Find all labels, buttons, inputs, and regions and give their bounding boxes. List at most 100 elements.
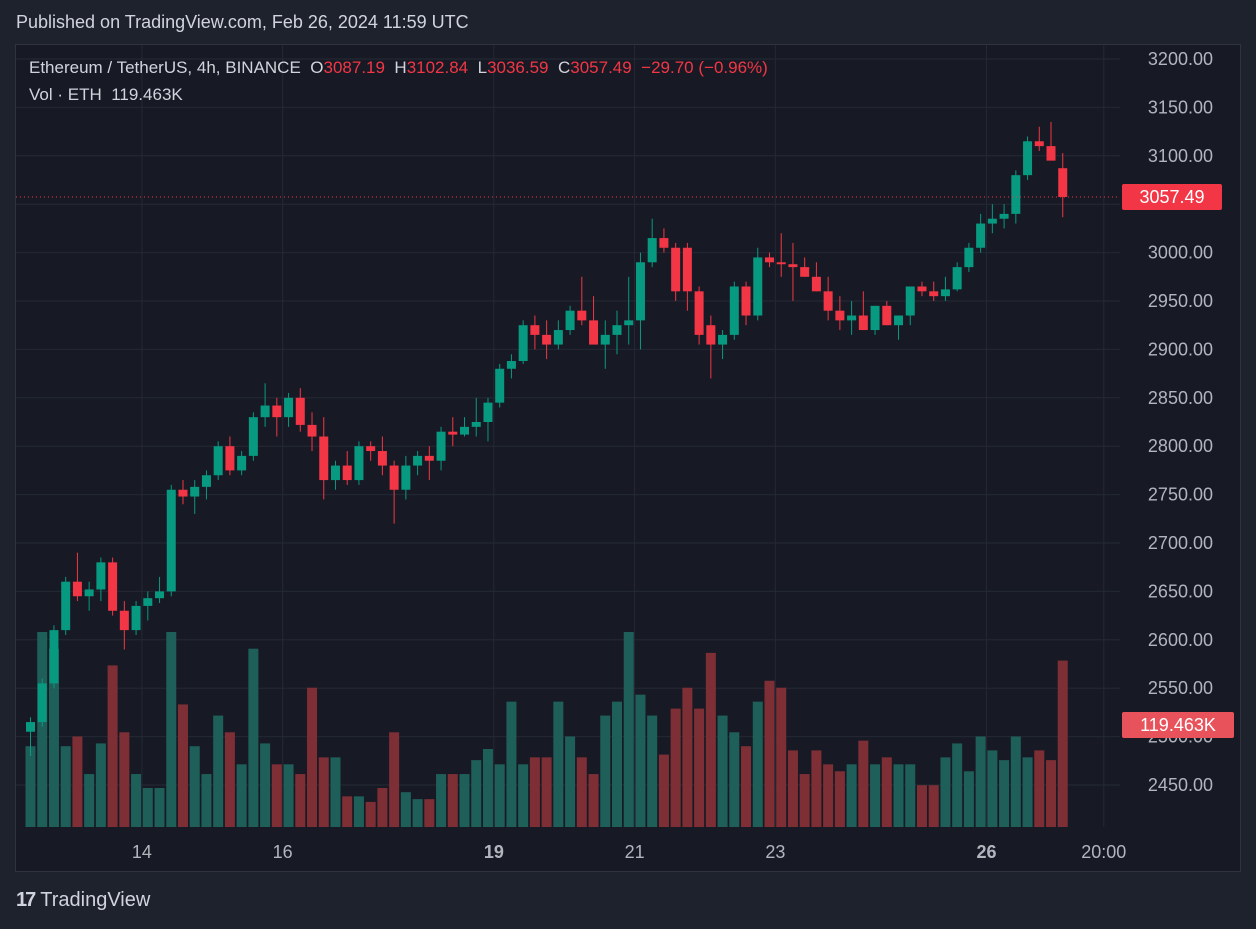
y-tick-label: 2750.00 [1148,485,1213,505]
candle-body [1046,146,1056,161]
time-axis[interactable]: 14 16 19 21 23 26 20:00 [132,842,1126,862]
volume-bars [25,632,1068,827]
volume-bar [623,632,634,827]
volume-bar [295,774,306,827]
volume-value: 119.463K [111,85,183,104]
volume-bar [846,764,857,827]
volume-bar [1057,660,1068,827]
volume-bar [436,774,447,827]
volume-bar [612,701,622,827]
volume-bar [482,749,493,827]
brand-name[interactable]: TradingView [40,889,151,911]
volume-bar [952,743,963,827]
volume-bar [459,774,470,827]
x-tick-label: 19 [484,842,504,862]
candle-body [471,422,481,427]
volume-bar [881,757,892,827]
volume-bar [25,746,36,827]
candle-body [237,455,247,471]
candle-body [518,325,528,362]
x-tick-label: 21 [625,842,645,862]
volume-bar [166,632,177,827]
badges: 3057.49 119.463K [1122,183,1234,738]
candle-body [905,286,915,316]
y-tick-label: 2850.00 [1148,388,1213,408]
volume-bar [72,736,83,827]
volume-bar [870,764,881,827]
candle-body [26,722,35,732]
volume-bar [213,715,224,827]
volume-badge [1122,712,1234,738]
volume-bar [342,796,353,827]
volume-bar [1022,757,1033,827]
candle-body [190,486,200,497]
volume-bar [529,757,540,827]
candles [16,121,1120,756]
y-tick-label: 2900.00 [1148,339,1213,359]
candle-body [155,591,165,599]
volume-bar [283,764,294,827]
candle-body [143,598,153,606]
candle-body [635,262,645,321]
candle-body [413,455,423,466]
candle-body [741,286,751,316]
y-tick-label: 2550.00 [1148,678,1213,698]
candle-body [272,405,282,418]
tradingview-logo-icon[interactable]: 17 [16,889,36,911]
candle-body [37,683,47,723]
y-tick-label: 2600.00 [1148,630,1213,650]
candle-body [929,291,939,297]
volume-bar [37,632,48,827]
candle-body [870,305,880,331]
volume-bar [823,764,834,827]
volume-bar [377,788,388,827]
candle-body [882,305,892,326]
volume-bar [811,750,822,827]
volume-bar [424,799,435,827]
candle-body [84,589,94,597]
volume-bar [553,701,564,827]
y-tick-label: 3000.00 [1148,243,1213,263]
candle-body [330,465,340,481]
volume-bar [647,715,658,827]
volume-bar [764,680,775,827]
candle-body [565,310,575,331]
price-badge-text: 3057.49 [1139,187,1204,207]
candle-body [460,426,470,435]
volume-label[interactable]: Vol · ETH [29,85,102,104]
volume-bar [975,736,986,827]
volume-bar [248,648,259,827]
volume-bar [541,757,552,827]
volume-bar [60,746,71,827]
close-value: 3057.49 [570,58,632,77]
volume-bar [48,648,59,827]
volume-bar [189,746,200,827]
volume-bar [729,732,740,827]
volume-badge-text: 119.463K [1140,715,1216,735]
candle-body [166,489,176,592]
symbol-label[interactable]: Ethereum / TetherUS, 4h, BINANCE [29,58,301,77]
candle-body [847,315,857,321]
volume-bar [142,788,153,827]
volume-bar [201,774,212,827]
volume-bar [318,757,329,827]
volume-bar [95,743,106,827]
candle-body [1058,168,1068,197]
candle-body [260,405,270,418]
candle-body [776,262,786,265]
candle-body [354,446,364,481]
price-axis[interactable]: 3200.003150.003100.003050.003000.002950.… [1148,49,1213,795]
candle-body [1011,175,1021,214]
x-tick-label: 14 [132,842,152,862]
candle-body [553,330,563,345]
y-tick-label: 3150.00 [1148,97,1213,117]
candle-body [436,431,446,461]
y-tick-label: 3100.00 [1148,146,1213,166]
low-label: L [477,58,488,77]
candle-body [295,397,305,425]
candle-body [659,238,669,248]
candle-body [389,465,399,490]
open-label: O [310,58,324,77]
candle-body [577,310,587,321]
